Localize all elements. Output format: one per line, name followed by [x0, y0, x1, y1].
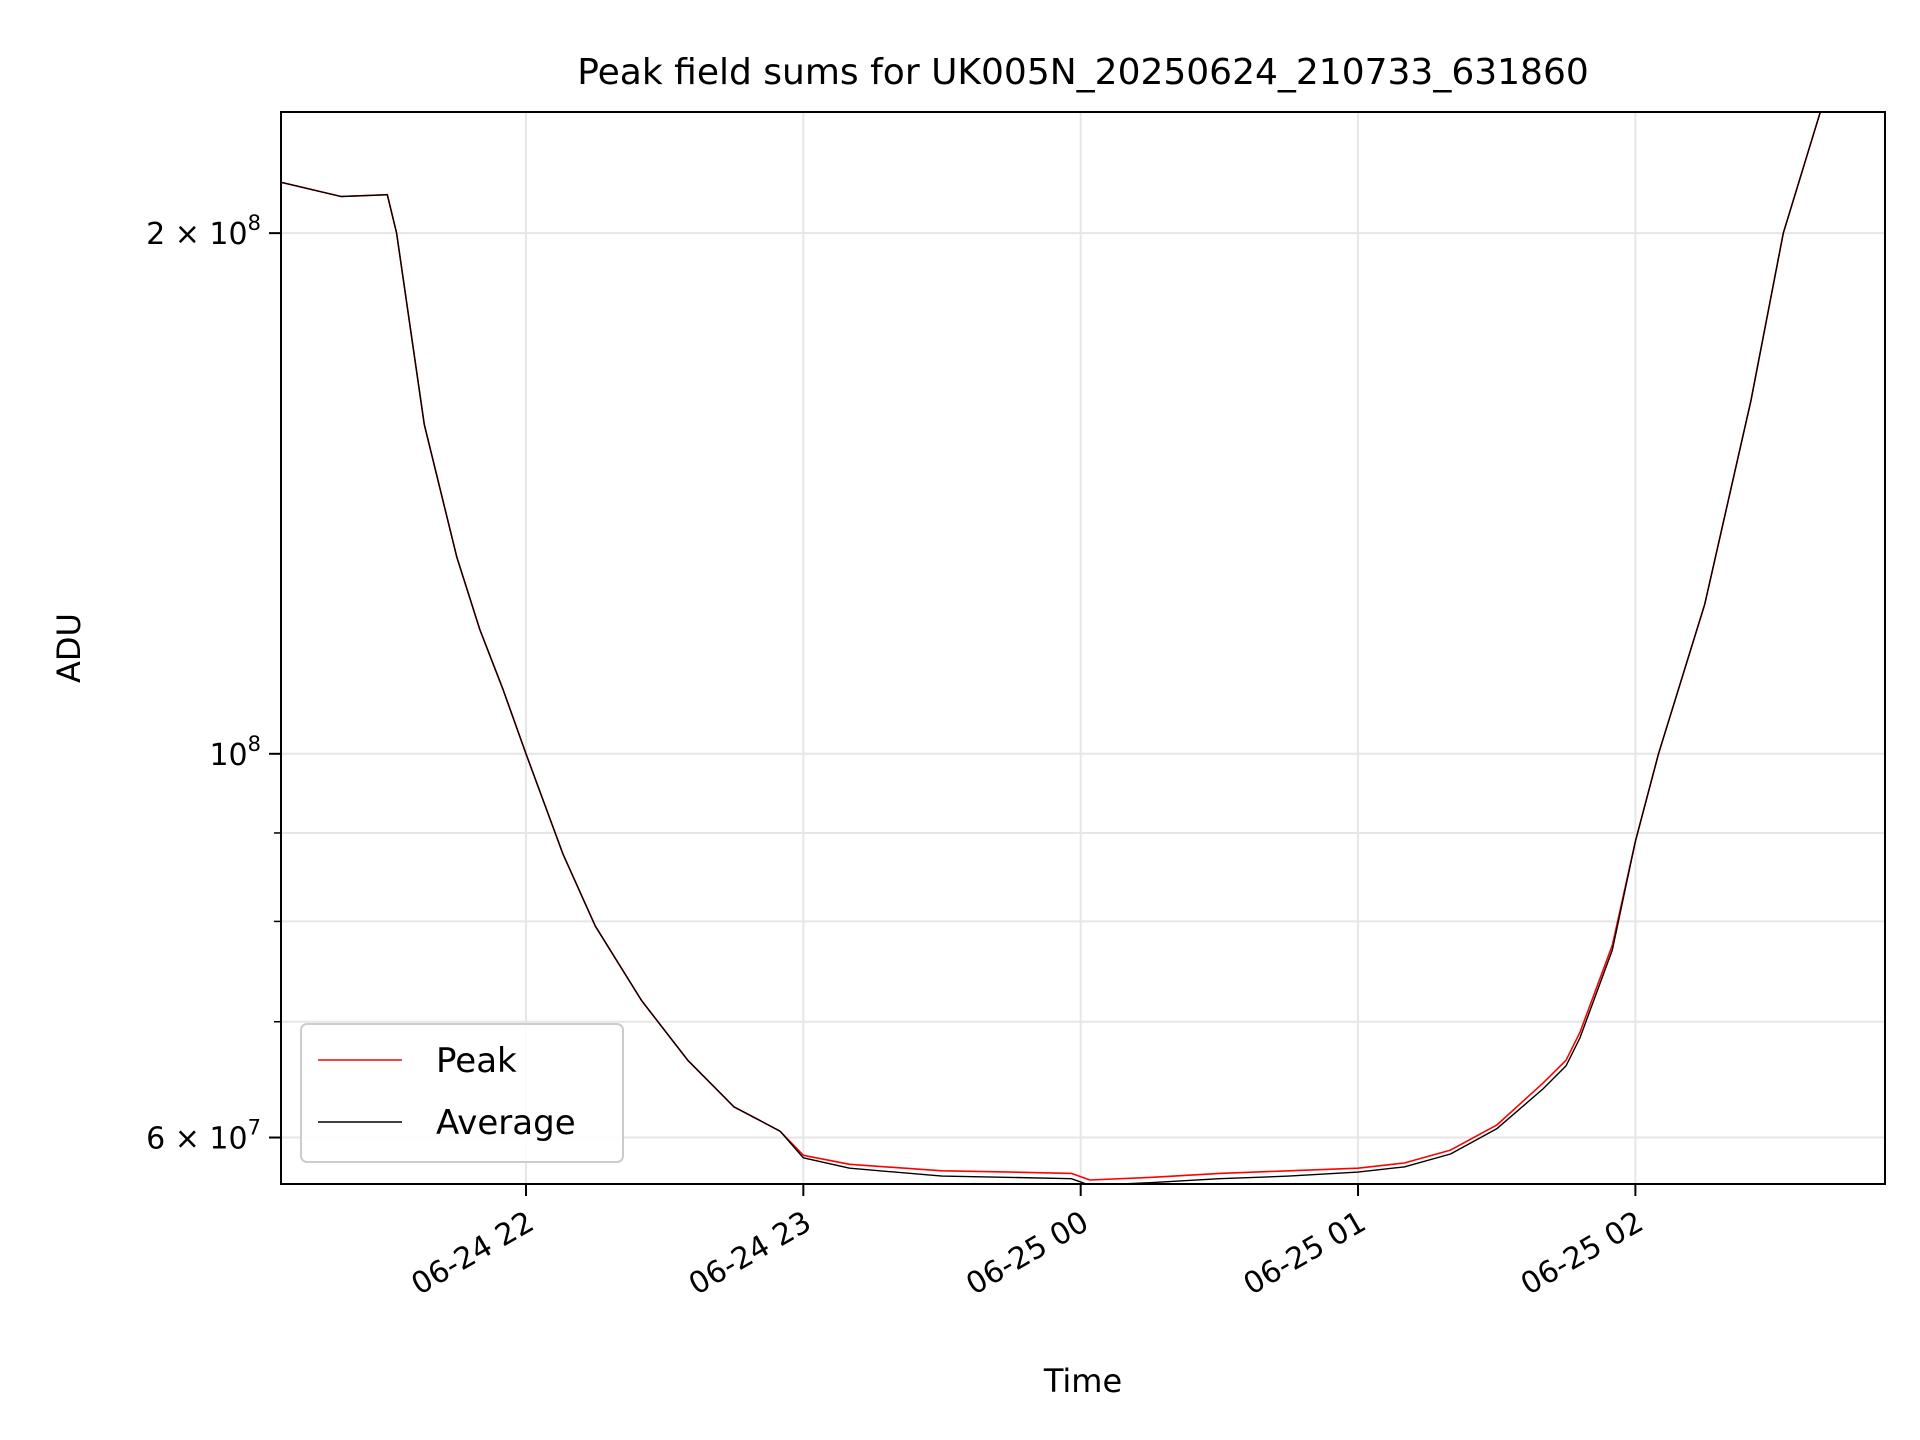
- y-axis: 2 × 108 108 6 × 107: [146, 211, 281, 1157]
- y-tick-label: 2 × 108: [146, 211, 261, 252]
- grid-lines: [281, 112, 1885, 1184]
- legend-label-average: Average: [436, 1103, 576, 1143]
- plot-frame: [280, 111, 1886, 1185]
- x-axis-label: Time: [1043, 1362, 1122, 1400]
- series-layer: [281, 112, 1830, 1184]
- legend-label-peak: Peak: [436, 1041, 517, 1081]
- y-axis-label: ADU: [50, 613, 88, 683]
- chart-title: Peak field sums for UK005N_20250624_2107…: [577, 52, 1589, 93]
- y-tick-label: 108: [209, 732, 261, 773]
- legend: Peak Average: [300, 1023, 624, 1163]
- y-tick-label: 6 × 107: [146, 1116, 261, 1157]
- legend-box: [300, 1023, 624, 1163]
- series-line-average: [281, 112, 1829, 1184]
